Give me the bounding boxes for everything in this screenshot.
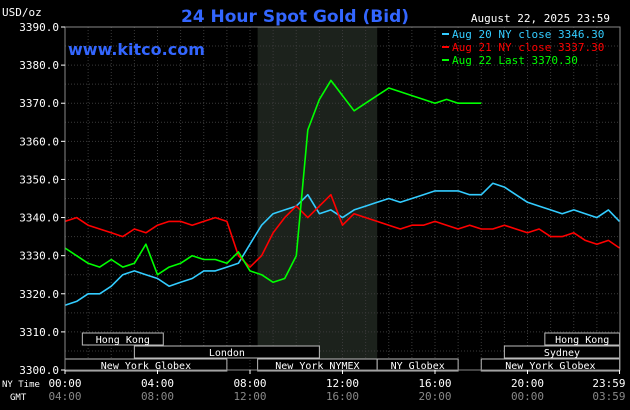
legend-aug20: Aug 20 NY close 3346.30 bbox=[452, 28, 604, 41]
legend-aug22: Aug 22 Last 3370.30 bbox=[452, 54, 578, 67]
session-label: Hong Kong bbox=[96, 335, 150, 346]
series-line-2 bbox=[64, 79, 482, 284]
session-label: New York Globex bbox=[101, 361, 191, 372]
y-tick-label: 3340.0 bbox=[19, 212, 59, 225]
x-tick-label-gmt: 04:00 bbox=[48, 390, 81, 403]
y-tick-label: 3390.0 bbox=[19, 21, 59, 34]
y-tick-label: 3320.0 bbox=[19, 288, 59, 301]
y-axis: 3300.0 3310.0 3320.0 3330.0 3340.0 3350.0 3360… bbox=[19, 21, 65, 377]
x-tick-label-gmt: 00:00 bbox=[511, 390, 544, 403]
session-bar bbox=[133, 345, 320, 359]
x-tick-label-ny: 20:00 bbox=[511, 377, 544, 390]
x-tick-label-ny: 23:59 bbox=[592, 377, 625, 390]
y-tick-label: 3380.0 bbox=[19, 59, 59, 72]
units-label: USD/oz bbox=[2, 6, 42, 19]
x-tick-label-ny: 16:00 bbox=[418, 377, 451, 390]
website-label: www.kitco.com bbox=[68, 40, 205, 59]
y-tick-label: 3330.0 bbox=[19, 250, 59, 263]
chart-title: 24 Hour Spot Gold (Bid) bbox=[181, 7, 409, 27]
series-line-0 bbox=[64, 182, 621, 306]
y-tick-label: 3350.0 bbox=[19, 173, 59, 186]
x-tick-label-gmt: 03:59 bbox=[592, 390, 625, 403]
series-line-1 bbox=[64, 193, 620, 268]
x-axis: 00:0004:0004:0008:0008:0012:0012:0016:00… bbox=[48, 370, 626, 403]
y-tick-label: 3300.0 bbox=[19, 364, 59, 377]
ny-time-label: NY Time bbox=[2, 380, 40, 390]
x-tick-label-ny: 12:00 bbox=[326, 377, 359, 390]
x-tick-label-ny: 00:00 bbox=[48, 377, 81, 390]
session-label: Sydney bbox=[544, 348, 580, 359]
session-label: New York Globex bbox=[505, 361, 595, 372]
legend-swatch-aug21 bbox=[442, 46, 449, 48]
y-tick-label: 3310.0 bbox=[19, 326, 59, 339]
session-label: NY Globex bbox=[391, 361, 445, 372]
session-bar bbox=[81, 332, 164, 346]
legend-swatch-aug20 bbox=[442, 33, 449, 35]
x-tick-label-gmt: 16:00 bbox=[326, 390, 359, 403]
x-tick-label-ny: 08:00 bbox=[233, 377, 266, 390]
session-bar bbox=[376, 358, 459, 372]
session-label: Hong Kong bbox=[555, 335, 609, 346]
x-tick-label-gmt: 20:00 bbox=[418, 390, 451, 403]
session-label: New York NYMEX bbox=[275, 361, 359, 372]
chart-legend: Aug 20 NY close 3346.30 Aug 21 NY close … bbox=[442, 28, 604, 67]
y-tick-label: 3360.0 bbox=[19, 135, 59, 148]
legend-swatch-aug22 bbox=[442, 59, 449, 61]
y-tick-label: 3370.0 bbox=[19, 97, 59, 110]
market-sessions: Hong Kong London New York Globex New York N… bbox=[64, 332, 621, 372]
x-tick-label-ny: 04:00 bbox=[141, 377, 174, 390]
chart-date: August 22, 2025 23:59 bbox=[471, 12, 610, 25]
x-tick-label-gmt: 12:00 bbox=[233, 390, 266, 403]
x-tick-label-gmt: 08:00 bbox=[141, 390, 174, 403]
gmt-label: GMT bbox=[10, 393, 27, 403]
session-label: London bbox=[209, 348, 245, 359]
legend-aug21: Aug 21 NY close 3337.30 bbox=[452, 41, 604, 54]
price-series bbox=[64, 79, 621, 306]
